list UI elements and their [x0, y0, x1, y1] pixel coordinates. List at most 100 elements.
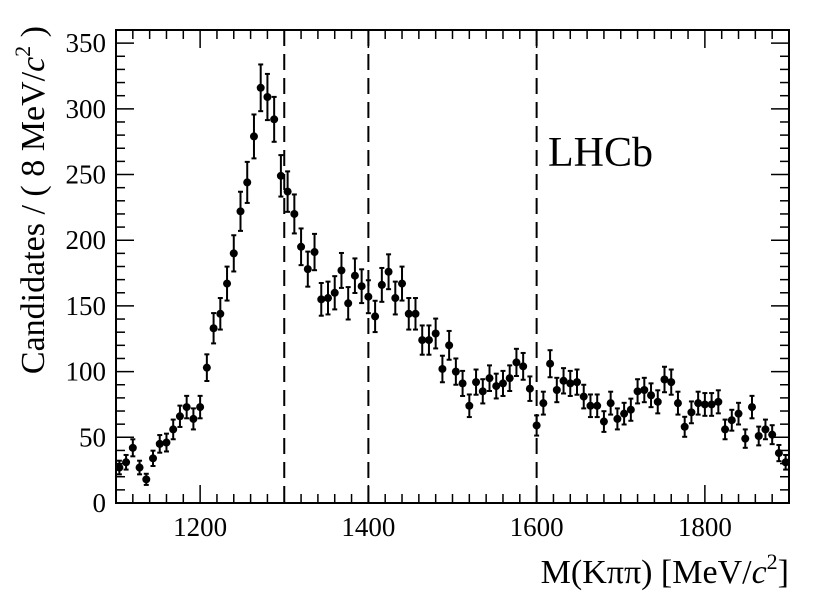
data-point	[283, 187, 292, 196]
data-point	[525, 384, 534, 393]
data-point	[445, 341, 454, 350]
data-point	[687, 408, 696, 417]
data-point	[660, 375, 669, 384]
data-point	[337, 266, 346, 275]
data-point	[391, 294, 400, 303]
data-point	[586, 401, 595, 410]
data-point	[747, 403, 756, 412]
data-point	[398, 279, 407, 288]
data-point	[182, 403, 191, 412]
data-point	[297, 242, 306, 251]
data-point	[599, 417, 608, 426]
data-point	[485, 374, 494, 383]
y-tick-label: 100	[66, 357, 107, 387]
data-point	[310, 248, 319, 257]
data-point	[223, 279, 232, 288]
data-point	[472, 378, 481, 387]
y-tick-label: 300	[66, 94, 107, 124]
data-point	[135, 463, 144, 472]
data-point	[451, 367, 460, 376]
data-point	[317, 295, 326, 304]
data-point	[290, 209, 299, 218]
data-point	[175, 412, 184, 421]
y-tick-label: 250	[66, 160, 107, 190]
data-point	[505, 374, 514, 383]
dashed-vertical-lines	[283, 30, 538, 503]
data-point	[344, 299, 353, 308]
data-point	[754, 431, 763, 440]
data-point	[593, 401, 602, 410]
data-point	[209, 324, 218, 333]
plot-frame	[115, 29, 790, 504]
data-point	[727, 416, 736, 425]
data-point	[418, 336, 427, 345]
data-point	[512, 358, 521, 367]
data-point	[633, 387, 642, 396]
data-point	[761, 425, 770, 434]
data-point	[162, 438, 171, 447]
data-point	[741, 434, 750, 443]
data-point	[364, 292, 373, 301]
data-point	[539, 399, 548, 408]
data-point	[149, 454, 158, 463]
data-point	[357, 282, 366, 291]
data-point	[323, 294, 332, 303]
data-point	[350, 271, 359, 280]
error-bars	[116, 63, 789, 486]
data-point	[606, 399, 615, 408]
lhcb-label: LHCb	[548, 130, 653, 176]
y-tick-label: 0	[93, 488, 107, 518]
data-point	[707, 400, 716, 409]
data-point	[519, 362, 528, 371]
data-point	[714, 397, 723, 406]
data-point	[249, 132, 258, 141]
data-point	[303, 265, 312, 274]
data-point	[579, 392, 588, 401]
data-point	[404, 309, 413, 318]
data-point	[734, 409, 743, 418]
data-point	[424, 336, 433, 345]
tick-labels: 1200 1400 1600 1800 0 50 100 150 200 250 300 350	[66, 28, 732, 542]
data-point	[216, 309, 225, 318]
axis-ticks	[115, 29, 790, 504]
data-points	[115, 83, 790, 484]
data-point	[626, 405, 635, 414]
data-point	[573, 378, 582, 387]
x-tick-label: 1600	[510, 512, 564, 542]
data-point	[566, 379, 575, 388]
data-point	[667, 378, 676, 387]
data-point	[256, 83, 265, 92]
data-point	[552, 386, 561, 395]
data-point	[196, 403, 205, 412]
data-point	[559, 376, 568, 385]
data-point	[653, 397, 662, 406]
data-point	[142, 475, 151, 484]
data-point	[128, 443, 137, 452]
y-tick-label: 350	[66, 28, 107, 58]
data-point	[532, 421, 541, 430]
data-point	[377, 280, 386, 289]
data-point	[155, 439, 164, 448]
data-point	[465, 401, 474, 410]
data-point	[438, 364, 447, 373]
data-point	[613, 414, 622, 423]
data-point	[673, 399, 682, 408]
data-point	[546, 359, 555, 368]
x-axis-label: M(Kππ) [MeV/c2]	[541, 549, 789, 591]
data-point	[498, 379, 507, 388]
data-point	[330, 288, 339, 297]
data-point	[694, 399, 703, 408]
data-point	[115, 463, 124, 472]
data-point	[478, 387, 487, 396]
data-point	[431, 329, 440, 338]
data-point	[122, 458, 131, 467]
data-point	[492, 382, 501, 391]
data-point	[384, 267, 393, 276]
y-axis-label: Candidates / ( 8 MeV/c2 )	[10, 26, 52, 374]
data-point	[189, 414, 198, 423]
data-point	[169, 425, 178, 434]
data-point	[236, 207, 245, 216]
data-point	[458, 379, 467, 388]
data-point	[263, 93, 272, 102]
data-point	[640, 386, 649, 395]
